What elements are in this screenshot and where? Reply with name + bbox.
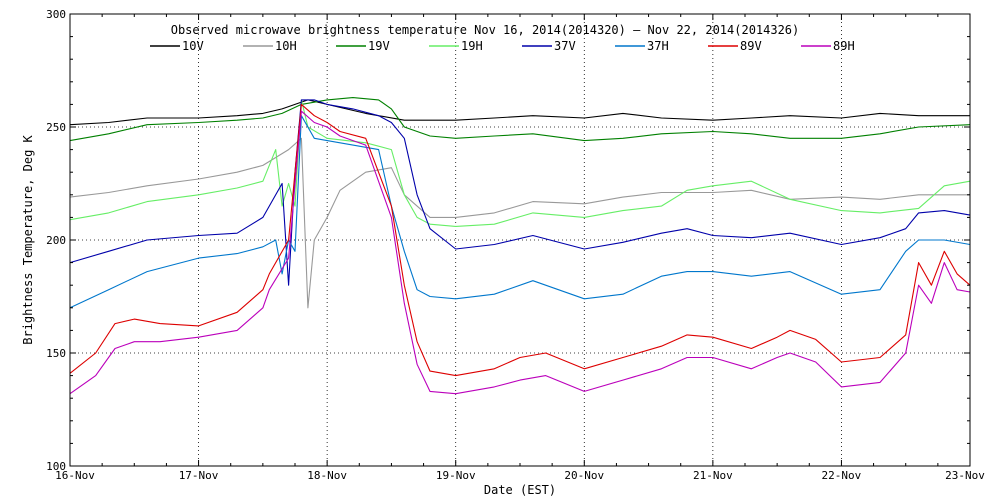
legend-label-19h: 19H bbox=[461, 39, 483, 53]
series-line-10v bbox=[69, 99, 970, 126]
y-tick-label: 200 bbox=[46, 234, 66, 247]
series-line-37v bbox=[69, 99, 971, 286]
y-tick-label: 300 bbox=[46, 8, 66, 21]
legend-label-19v: 19V bbox=[368, 39, 390, 53]
legend-label-37h: 37H bbox=[647, 39, 669, 53]
legend-label-89v: 89V bbox=[740, 39, 762, 53]
x-axis-title: Date (EST) bbox=[484, 483, 556, 497]
series-line-19v bbox=[69, 97, 971, 142]
y-axis-title: Brightness Temperature, Deg K bbox=[21, 134, 35, 344]
y-tick-label: 100 bbox=[46, 460, 66, 473]
y-tick-label: 250 bbox=[46, 121, 66, 134]
x-tick-label: 22-Nov bbox=[822, 469, 862, 482]
series-line-89h bbox=[69, 110, 971, 395]
legend-label-10v: 10V bbox=[182, 39, 204, 53]
x-tick-label: 19-Nov bbox=[436, 469, 476, 482]
axis-ticks: 100 150 200 250 300 16-Nov 17-Nov 18-Nov 19-Nov 2… bbox=[46, 8, 985, 482]
x-tick-label: 21-Nov bbox=[693, 469, 733, 482]
legend-label-10h: 10H bbox=[275, 39, 297, 53]
legend-label-37v: 37V bbox=[554, 39, 576, 53]
x-tick-label: 18-Nov bbox=[307, 469, 347, 482]
x-tick-label: 17-Nov bbox=[179, 469, 219, 482]
x-tick-label: 16-Nov bbox=[55, 469, 95, 482]
legend-label-89h: 89H bbox=[833, 39, 855, 53]
y-tick-label: 150 bbox=[46, 347, 66, 360]
series-line-89v bbox=[69, 103, 971, 377]
chart-title: Observed microwave brightness temperatur… bbox=[171, 23, 800, 37]
series-line-37h bbox=[69, 115, 971, 309]
x-tick-label: 23-Nov bbox=[945, 469, 985, 482]
series-line-19h bbox=[69, 99, 971, 227]
x-tick-label: 20-Nov bbox=[564, 469, 604, 482]
legend: 10V 10H 19V 19H 37V 37H 89V 89H bbox=[150, 39, 855, 53]
grid bbox=[70, 14, 970, 466]
series-group bbox=[69, 97, 971, 395]
series-line-10h bbox=[69, 137, 970, 309]
